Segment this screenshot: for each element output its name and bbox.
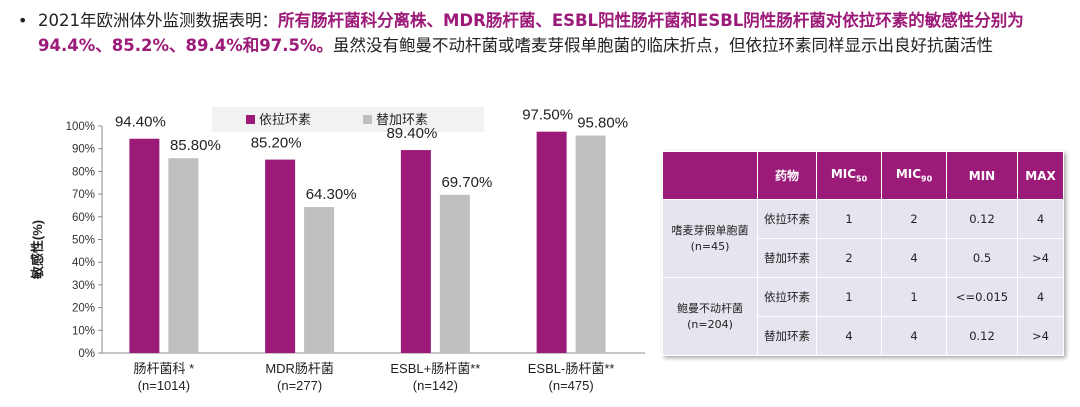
- min-cell: 0.12: [946, 316, 1018, 356]
- header-max: MAX: [1017, 151, 1064, 200]
- bar-2-2: [304, 207, 335, 353]
- bar-1-3: [400, 150, 431, 353]
- header-mic50-sub: 50: [856, 174, 868, 184]
- drug-cell: 替加环素: [757, 238, 817, 278]
- max-cell: >4: [1017, 316, 1064, 356]
- bar-1-1: [129, 138, 160, 353]
- bullet-dot: •: [18, 11, 28, 30]
- max-cell: 4: [1017, 199, 1064, 239]
- y-tick-label: 90%: [72, 144, 95, 156]
- table-row: 替加环素 2 4 0.5 >4: [663, 238, 1064, 278]
- y-tick-label: 30%: [72, 280, 95, 292]
- y-tick-label: 70%: [72, 189, 95, 201]
- min-cell: <=0.015: [946, 277, 1018, 317]
- mic-table: 药物 MIC50 MIC90 MIN MAX 嗜麦芽假单胞菌(n=45) 依拉环…: [662, 151, 1064, 356]
- x-tick-label-4: ESBL-肠杆菌**: [528, 361, 615, 376]
- legend-swatch-1: [246, 115, 255, 124]
- drug-cell: 替加环素: [757, 316, 817, 356]
- x-tick-n-3: (n=142): [413, 378, 458, 393]
- bar-1-4: [536, 131, 567, 353]
- x-tick-n-2: (n=277): [277, 378, 322, 393]
- header-min: MIN: [946, 151, 1018, 200]
- mic50-cell: 2: [816, 238, 882, 278]
- data-label-2-4: 95.80%: [577, 115, 628, 132]
- mic50-cell: 1: [816, 199, 882, 239]
- y-tick-label: 10%: [72, 325, 95, 337]
- y-tick-label: 80%: [72, 166, 95, 178]
- legend-swatch-2: [363, 115, 372, 124]
- organism-cell: 嗜麦芽假单胞菌(n=45): [662, 199, 758, 278]
- mic90-cell: 4: [881, 316, 947, 356]
- max-cell: >4: [1017, 238, 1064, 278]
- y-tick-label: 40%: [72, 257, 95, 269]
- header-mic50-label: MIC: [830, 167, 857, 182]
- mic90-cell: 4: [881, 238, 947, 278]
- bar-2-4: [575, 135, 606, 353]
- y-tick-label: 100%: [66, 121, 95, 133]
- table-row: 鲍曼不动杆菌(n=204) 依拉环素 1 1 <=0.015 4: [662, 277, 1064, 356]
- min-cell: 0.5: [946, 238, 1018, 278]
- data-label-1-2: 85.20%: [251, 135, 302, 152]
- mic50-cell: 1: [816, 277, 882, 317]
- mic90-cell: 2: [881, 199, 947, 239]
- bullet-text-rest: 虽然没有鲍曼不动杆菌或嗜麦芽假单胞菌的临床折点，但依拉环素同样显示出良好抗菌活性: [332, 36, 993, 55]
- x-tick-n-4: (n=475): [549, 378, 594, 393]
- data-label-2-1: 85.80%: [170, 137, 221, 154]
- header-organism-blank: [662, 151, 758, 200]
- legend-background: [212, 107, 484, 132]
- bar-1-2: [265, 159, 296, 353]
- table-row: 替加环素 4 4 0.12 >4: [663, 316, 1064, 356]
- bar-2-3: [439, 194, 470, 353]
- x-tick-label-3: ESBL+肠杆菌**: [390, 361, 480, 376]
- y-tick-label: 50%: [72, 235, 95, 247]
- x-tick-label-1: 肠杆菌科 *: [134, 361, 195, 376]
- mic90-cell: 1: [881, 277, 947, 317]
- legend-label-1: 依拉环素: [259, 112, 311, 127]
- x-tick-n-1: (n=1014): [138, 378, 190, 393]
- table-row: 嗜麦芽假单胞菌(n=45) 依拉环素 1 2 0.12 4: [662, 199, 1064, 278]
- header-mic90-label: MIC: [895, 167, 922, 182]
- bullet-text-intro: 2021年欧洲体外监测数据表明：: [38, 11, 278, 30]
- data-label-1-3: 89.40%: [386, 125, 437, 142]
- data-label-1-1: 94.40%: [115, 114, 166, 131]
- header-mic50: MIC50: [816, 151, 882, 200]
- organism-cell: 鲍曼不动杆菌(n=204): [662, 277, 758, 356]
- y-tick-label: 0%: [78, 348, 95, 360]
- y-tick-label: 20%: [72, 303, 95, 315]
- min-cell: 0.12: [946, 199, 1018, 239]
- header-mic90-sub: 90: [921, 174, 933, 184]
- x-tick-label-2: MDR肠杆菌: [265, 361, 334, 376]
- header-mic90: MIC90: [881, 151, 947, 200]
- legend-label-2: 替加环素: [376, 112, 428, 127]
- drug-cell: 依拉环素: [757, 199, 817, 239]
- susceptibility-bar-chart: 依拉环素 替加环素 0% 10% 20% 30% 40% 50% 60% 70% 80% 90% 100…: [30, 107, 645, 393]
- y-axis-title: 敏感性(%): [30, 220, 45, 280]
- data-label-1-4: 97.50%: [522, 107, 573, 124]
- bullet-paragraph: • 2021年欧洲体外监测数据表明：所有肠杆菌科分离株、MDR肠杆菌、ESBL阳…: [18, 8, 1068, 58]
- header-drug: 药物: [757, 151, 817, 200]
- data-label-2-2: 64.30%: [306, 186, 357, 203]
- drug-cell: 依拉环素: [757, 277, 817, 317]
- bullet-block: • 2021年欧洲体外监测数据表明：所有肠杆菌科分离株、MDR肠杆菌、ESBL阳…: [18, 8, 1068, 58]
- y-tick-label: 60%: [72, 212, 95, 224]
- mic50-cell: 4: [816, 316, 882, 356]
- table-header-row: 药物 MIC50 MIC90 MIN MAX: [662, 151, 1064, 200]
- bullet-text-highlight: 所有肠杆菌科分离株、MDR肠杆菌、ESBL阳性肠杆菌和ESBL阴性肠杆菌对依拉环…: [38, 11, 1024, 55]
- bar-2-1: [168, 158, 199, 353]
- max-cell: 4: [1017, 277, 1064, 317]
- data-label-2-3: 69.70%: [441, 174, 492, 191]
